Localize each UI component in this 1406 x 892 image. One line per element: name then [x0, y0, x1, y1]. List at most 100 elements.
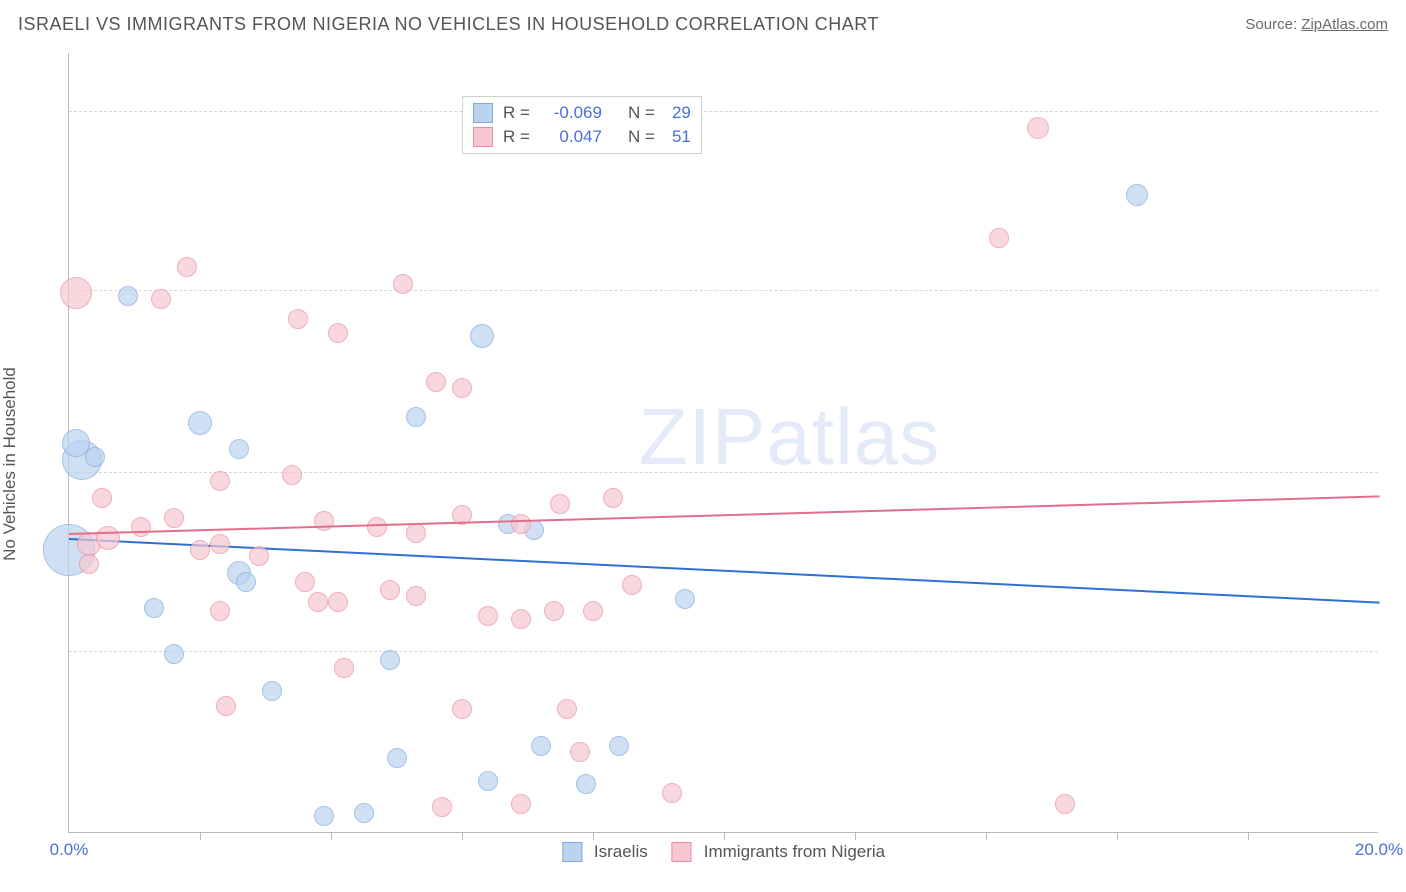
watermark: ZIPatlas: [639, 391, 940, 483]
legend-swatch: [672, 842, 692, 862]
x-tick-mark: [200, 832, 201, 840]
data-point: [406, 407, 426, 427]
legend-item: Israelis: [562, 842, 648, 862]
stat-r-value: 0.047: [536, 125, 602, 149]
data-point: [622, 575, 642, 595]
legend-stats: R = -0.069 N = 29 R = 0.047 N = 51: [462, 96, 702, 154]
y-tick-label: 25.0%: [1388, 101, 1406, 121]
chart-header: ISRAELI VS IMMIGRANTS FROM NIGERIA NO VE…: [0, 0, 1406, 43]
data-point: [675, 589, 695, 609]
data-point: [282, 465, 302, 485]
chart-source: Source: ZipAtlas.com: [1245, 16, 1388, 33]
x-tick-mark: [593, 832, 594, 840]
legend-swatch: [473, 103, 493, 123]
data-point: [262, 681, 282, 701]
data-point: [583, 601, 603, 621]
data-point: [79, 554, 99, 574]
x-tick-mark: [331, 832, 332, 840]
data-point: [511, 609, 531, 629]
trend-line: [69, 495, 1379, 535]
data-point: [328, 592, 348, 612]
data-point: [210, 471, 230, 491]
stat-n-label: N =: [628, 101, 655, 125]
data-point: [1027, 117, 1049, 139]
stat-n-value: 51: [661, 125, 691, 149]
data-point: [511, 794, 531, 814]
data-point: [164, 644, 184, 664]
data-point: [188, 411, 212, 435]
legend-series: Israelis Immigrants from Nigeria: [562, 842, 885, 862]
data-point: [531, 736, 551, 756]
data-point: [249, 546, 269, 566]
x-tick-mark: [1248, 832, 1249, 840]
gridline: [69, 472, 1378, 473]
legend-swatch: [562, 842, 582, 862]
data-point: [144, 598, 164, 618]
chart-area: No Vehicles in Household 6.3%12.5%18.8%2…: [18, 43, 1388, 885]
chart-title: ISRAELI VS IMMIGRANTS FROM NIGERIA NO VE…: [18, 14, 879, 35]
legend-item: Immigrants from Nigeria: [672, 842, 885, 862]
data-point: [432, 797, 452, 817]
data-point: [1126, 184, 1148, 206]
stat-r-value: -0.069: [536, 101, 602, 125]
y-tick-label: 18.8%: [1388, 280, 1406, 300]
plot-region: 6.3%12.5%18.8%25.0%0.0%20.0%ZIPatlasR = …: [68, 53, 1378, 833]
data-point: [216, 696, 236, 716]
legend-swatch: [473, 127, 493, 147]
data-point: [603, 488, 623, 508]
data-point: [314, 806, 334, 826]
data-point: [60, 277, 92, 309]
data-point: [328, 323, 348, 343]
gridline: [69, 651, 1378, 652]
x-tick-mark: [462, 832, 463, 840]
data-point: [544, 601, 564, 621]
x-tick-mark: [1117, 832, 1118, 840]
data-point: [576, 774, 596, 794]
data-point: [406, 523, 426, 543]
data-point: [367, 517, 387, 537]
stat-r-label: R =: [503, 125, 530, 149]
data-point: [387, 748, 407, 768]
data-point: [295, 572, 315, 592]
legend-label: Immigrants from Nigeria: [704, 842, 885, 862]
data-point: [452, 378, 472, 398]
stat-r-label: R =: [503, 101, 530, 125]
source-prefix: Source:: [1245, 16, 1301, 33]
data-point: [557, 699, 577, 719]
data-point: [314, 511, 334, 531]
legend-stats-row: R = 0.047 N = 51: [473, 125, 691, 149]
stat-n-label: N =: [628, 125, 655, 149]
data-point: [288, 309, 308, 329]
data-point: [164, 508, 184, 528]
data-point: [190, 540, 210, 560]
data-point: [426, 372, 446, 392]
data-point: [989, 228, 1009, 248]
legend-label: Israelis: [594, 842, 648, 862]
source-link[interactable]: ZipAtlas.com: [1301, 16, 1388, 33]
data-point: [92, 488, 112, 508]
data-point: [550, 494, 570, 514]
data-point: [334, 658, 354, 678]
data-point: [380, 650, 400, 670]
data-point: [511, 514, 531, 534]
data-point: [609, 736, 629, 756]
x-tick-mark: [986, 832, 987, 840]
legend-stats-row: R = -0.069 N = 29: [473, 101, 691, 125]
data-point: [177, 257, 197, 277]
y-tick-label: 12.5%: [1388, 462, 1406, 482]
data-point: [151, 289, 171, 309]
data-point: [570, 742, 590, 762]
data-point: [662, 783, 682, 803]
gridline: [69, 111, 1378, 112]
y-axis-label: No Vehicles in Household: [0, 367, 20, 561]
stat-n-value: 29: [661, 101, 691, 125]
y-tick-label: 6.3%: [1388, 641, 1406, 661]
data-point: [308, 592, 328, 612]
data-point: [96, 526, 120, 550]
data-point: [210, 534, 230, 554]
data-point: [380, 580, 400, 600]
data-point: [210, 601, 230, 621]
data-point: [470, 324, 494, 348]
x-tick-label: 0.0%: [50, 840, 89, 860]
x-tick-label: 20.0%: [1355, 840, 1403, 860]
